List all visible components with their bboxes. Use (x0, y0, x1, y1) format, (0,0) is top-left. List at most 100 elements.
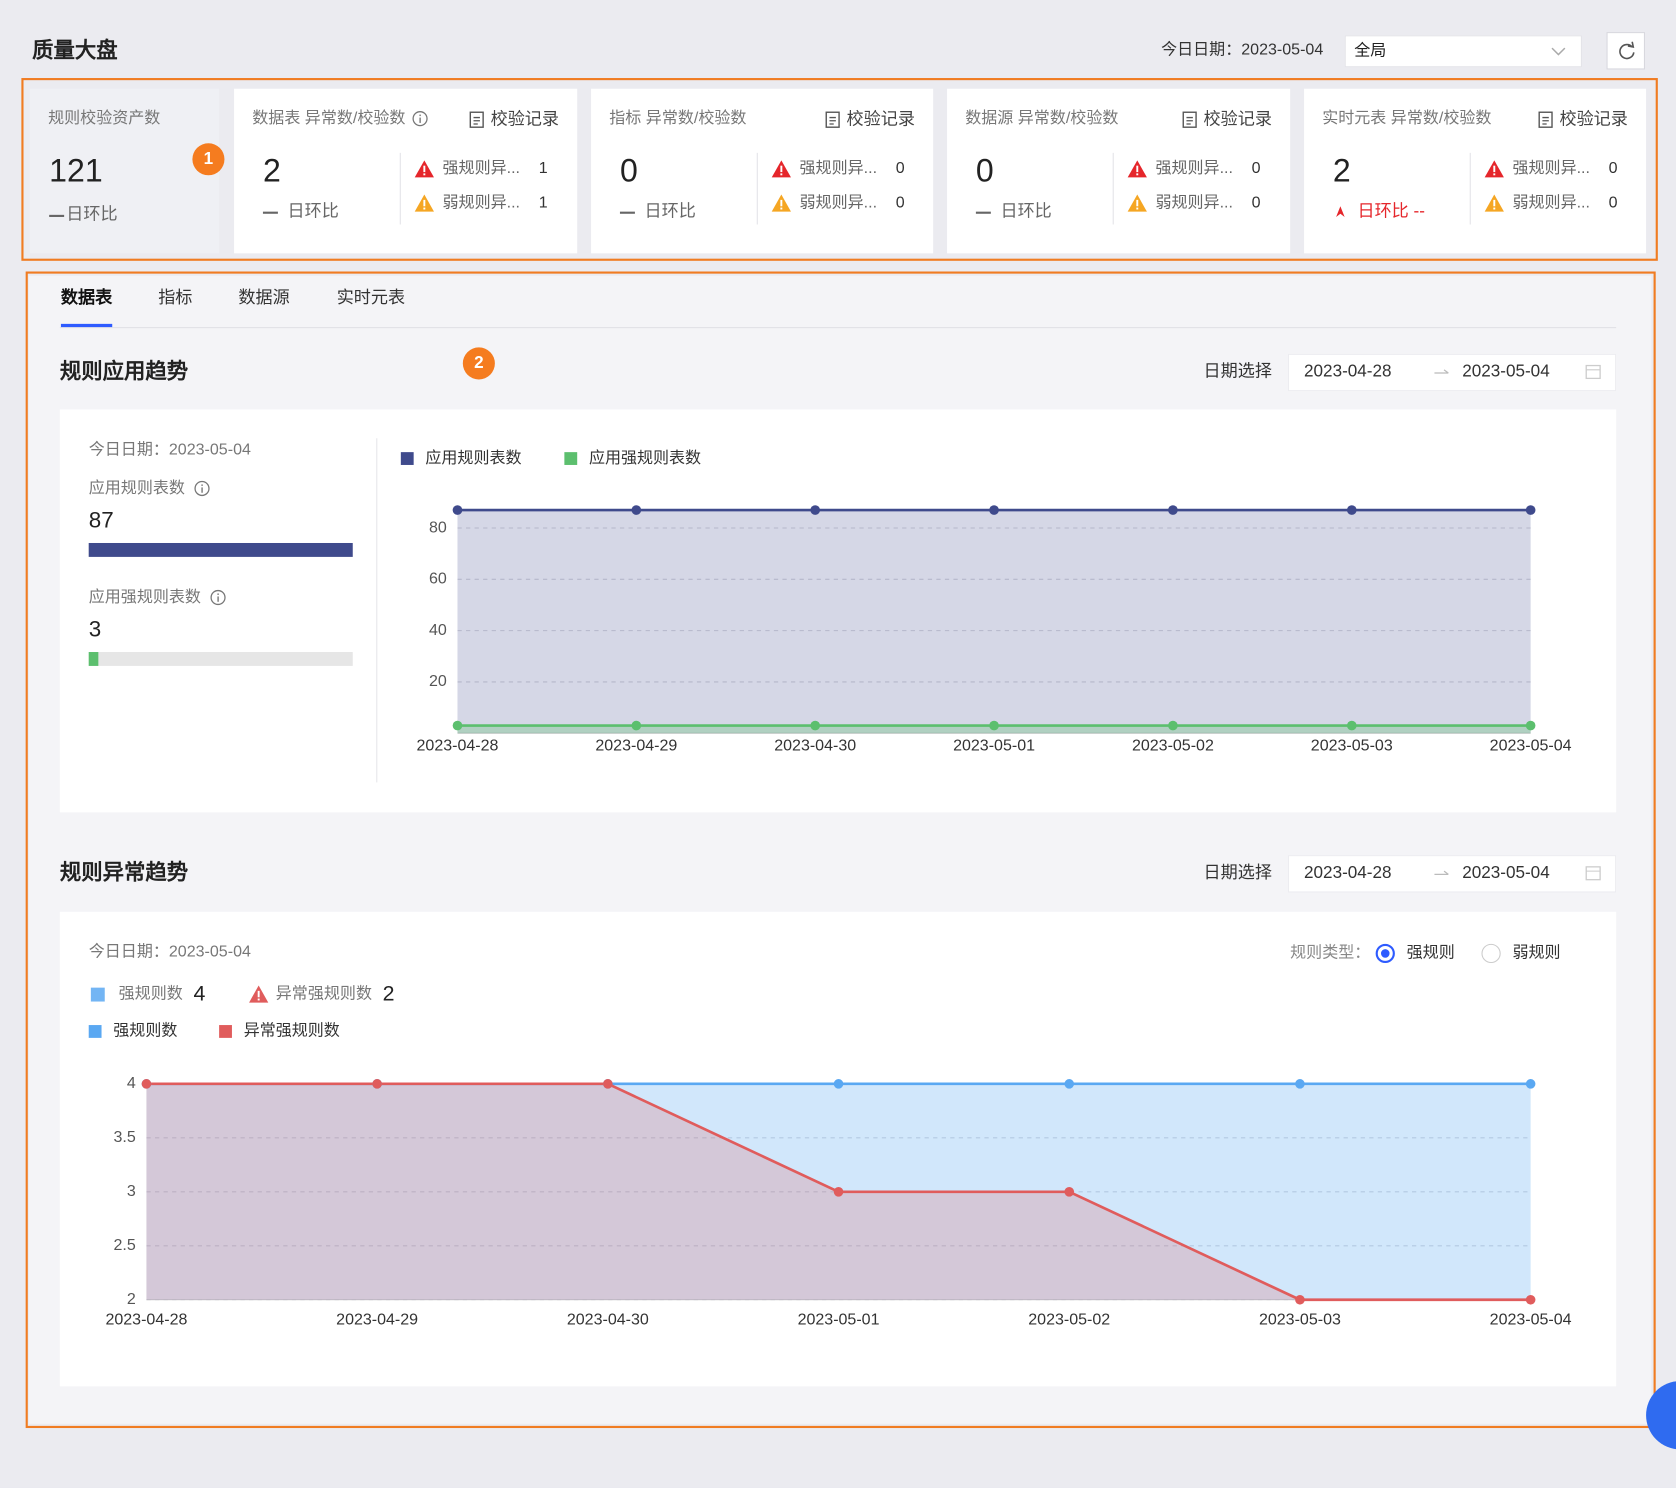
info-icon (412, 111, 428, 127)
record-link[interactable]: 校验记录 (1203, 110, 1272, 129)
tab[interactable]: 数据表 (60, 289, 113, 308)
warn-icon (771, 194, 791, 212)
rule-count: 0 (1251, 193, 1261, 212)
chart-panel (59, 409, 1617, 813)
end-date[interactable]: 2023-05-04 (1462, 362, 1550, 381)
trend-up (1336, 206, 1345, 217)
scope-value: 全局 (1354, 41, 1387, 60)
scope-select[interactable]: 全局 (1344, 35, 1582, 68)
record-link[interactable]: 校验记录 (490, 110, 560, 129)
card-title: 数据源 异常数/校验数 (965, 109, 1119, 128)
rule-label: 弱规则异... (442, 193, 521, 212)
mark (1493, 207, 1496, 210)
card-value: 2 (262, 153, 281, 190)
refresh-button[interactable] (1606, 32, 1646, 70)
rule-count: 0 (1251, 159, 1261, 178)
tab[interactable]: 实时元表 (336, 289, 406, 308)
warn-icon (771, 193, 792, 212)
tab[interactable]: 数据源 (238, 289, 290, 308)
warn-icon (414, 160, 434, 178)
start-date[interactable]: 2023-04-28 (1304, 864, 1392, 883)
page-title: 质量大盘 (32, 39, 118, 64)
mark (257, 998, 260, 1001)
mark (780, 207, 783, 210)
lines (829, 116, 836, 125)
card-title: 数据表 异常数/校验数 (252, 109, 406, 128)
compare-label: 日环比 (1000, 202, 1052, 221)
card-title: 指标 异常数/校验数 (609, 109, 747, 128)
info-icon (210, 589, 227, 606)
refresh-arc (1619, 43, 1635, 60)
date-range-picker[interactable] (1288, 855, 1617, 893)
rule-count: 0 (1608, 193, 1618, 212)
stat-icon (90, 987, 105, 1002)
stat-label: 异常强规则数 (275, 984, 372, 1003)
mark (419, 114, 421, 117)
rect (1585, 364, 1601, 380)
flat-dash (975, 211, 991, 214)
calendar-icon (1585, 866, 1601, 881)
annotation-label: 2 (474, 354, 484, 373)
flat-dash (262, 211, 278, 214)
mark (201, 484, 203, 486)
card-divider (1112, 152, 1114, 225)
chart-panel (59, 911, 1617, 1387)
range-arrow (1433, 368, 1450, 377)
arrow (1434, 369, 1449, 374)
rule-label: 强规则异... (1155, 159, 1233, 178)
date-label: 日期选择 (1203, 362, 1272, 381)
stat-label: 强规则数 (118, 984, 183, 1003)
refresh-arrow (1627, 41, 1635, 49)
card-title: 实时元表 异常数/校验数 (1322, 109, 1492, 128)
stat-icon (248, 984, 269, 1003)
calendar-icon (1585, 865, 1601, 881)
mark (1136, 173, 1139, 176)
record-link[interactable]: 校验记录 (1559, 110, 1628, 129)
annotation-badge (192, 143, 225, 176)
rule-label: 弱规则异... (799, 193, 878, 212)
mark (419, 117, 421, 123)
record-link[interactable]: 校验记录 (846, 110, 915, 129)
annotation-badge (462, 347, 495, 380)
doc-icon (469, 111, 484, 128)
card (947, 88, 1291, 254)
info-icon (412, 110, 429, 127)
warn-icon (414, 193, 435, 212)
warn-icon (1484, 160, 1504, 178)
compare-label: 日环比 (287, 202, 339, 221)
rule-label: 强规则异... (1512, 159, 1590, 178)
mark (423, 207, 426, 210)
radio[interactable] (1481, 943, 1501, 964)
lines (473, 116, 480, 125)
warn-icon (1484, 194, 1504, 212)
circle (412, 111, 428, 127)
card-divider (756, 152, 758, 225)
radio-label[interactable]: 强规则 (1406, 943, 1455, 962)
mark (780, 199, 783, 207)
mark (1136, 165, 1139, 173)
rule-label: 弱规则异... (1155, 193, 1233, 212)
calendar-icon (1585, 363, 1601, 380)
compare-label: 日环比 -- (1357, 202, 1425, 221)
rule-type-label: 规则类型： (1290, 943, 1371, 962)
radio-label[interactable]: 弱规则 (1512, 943, 1561, 962)
rect (825, 111, 840, 128)
progress-bar (88, 542, 353, 557)
date-range-picker[interactable] (1288, 353, 1617, 392)
lines (1186, 116, 1193, 125)
end-date[interactable]: 2023-05-04 (1462, 864, 1550, 883)
info-icon (193, 480, 210, 497)
flat-dash (619, 211, 635, 214)
tab[interactable]: 指标 (158, 289, 193, 308)
mark (217, 596, 219, 602)
start-date[interactable]: 2023-04-28 (1304, 362, 1392, 381)
warn-icon (1127, 193, 1148, 212)
card-divider (1469, 152, 1471, 225)
card-title: 规则校验资产数 (48, 109, 161, 128)
today-date: 今日日期：2023-05-04 (1161, 40, 1324, 59)
warn-icon (1127, 160, 1147, 178)
mark (1493, 199, 1496, 207)
card-value: 0 (619, 153, 638, 190)
